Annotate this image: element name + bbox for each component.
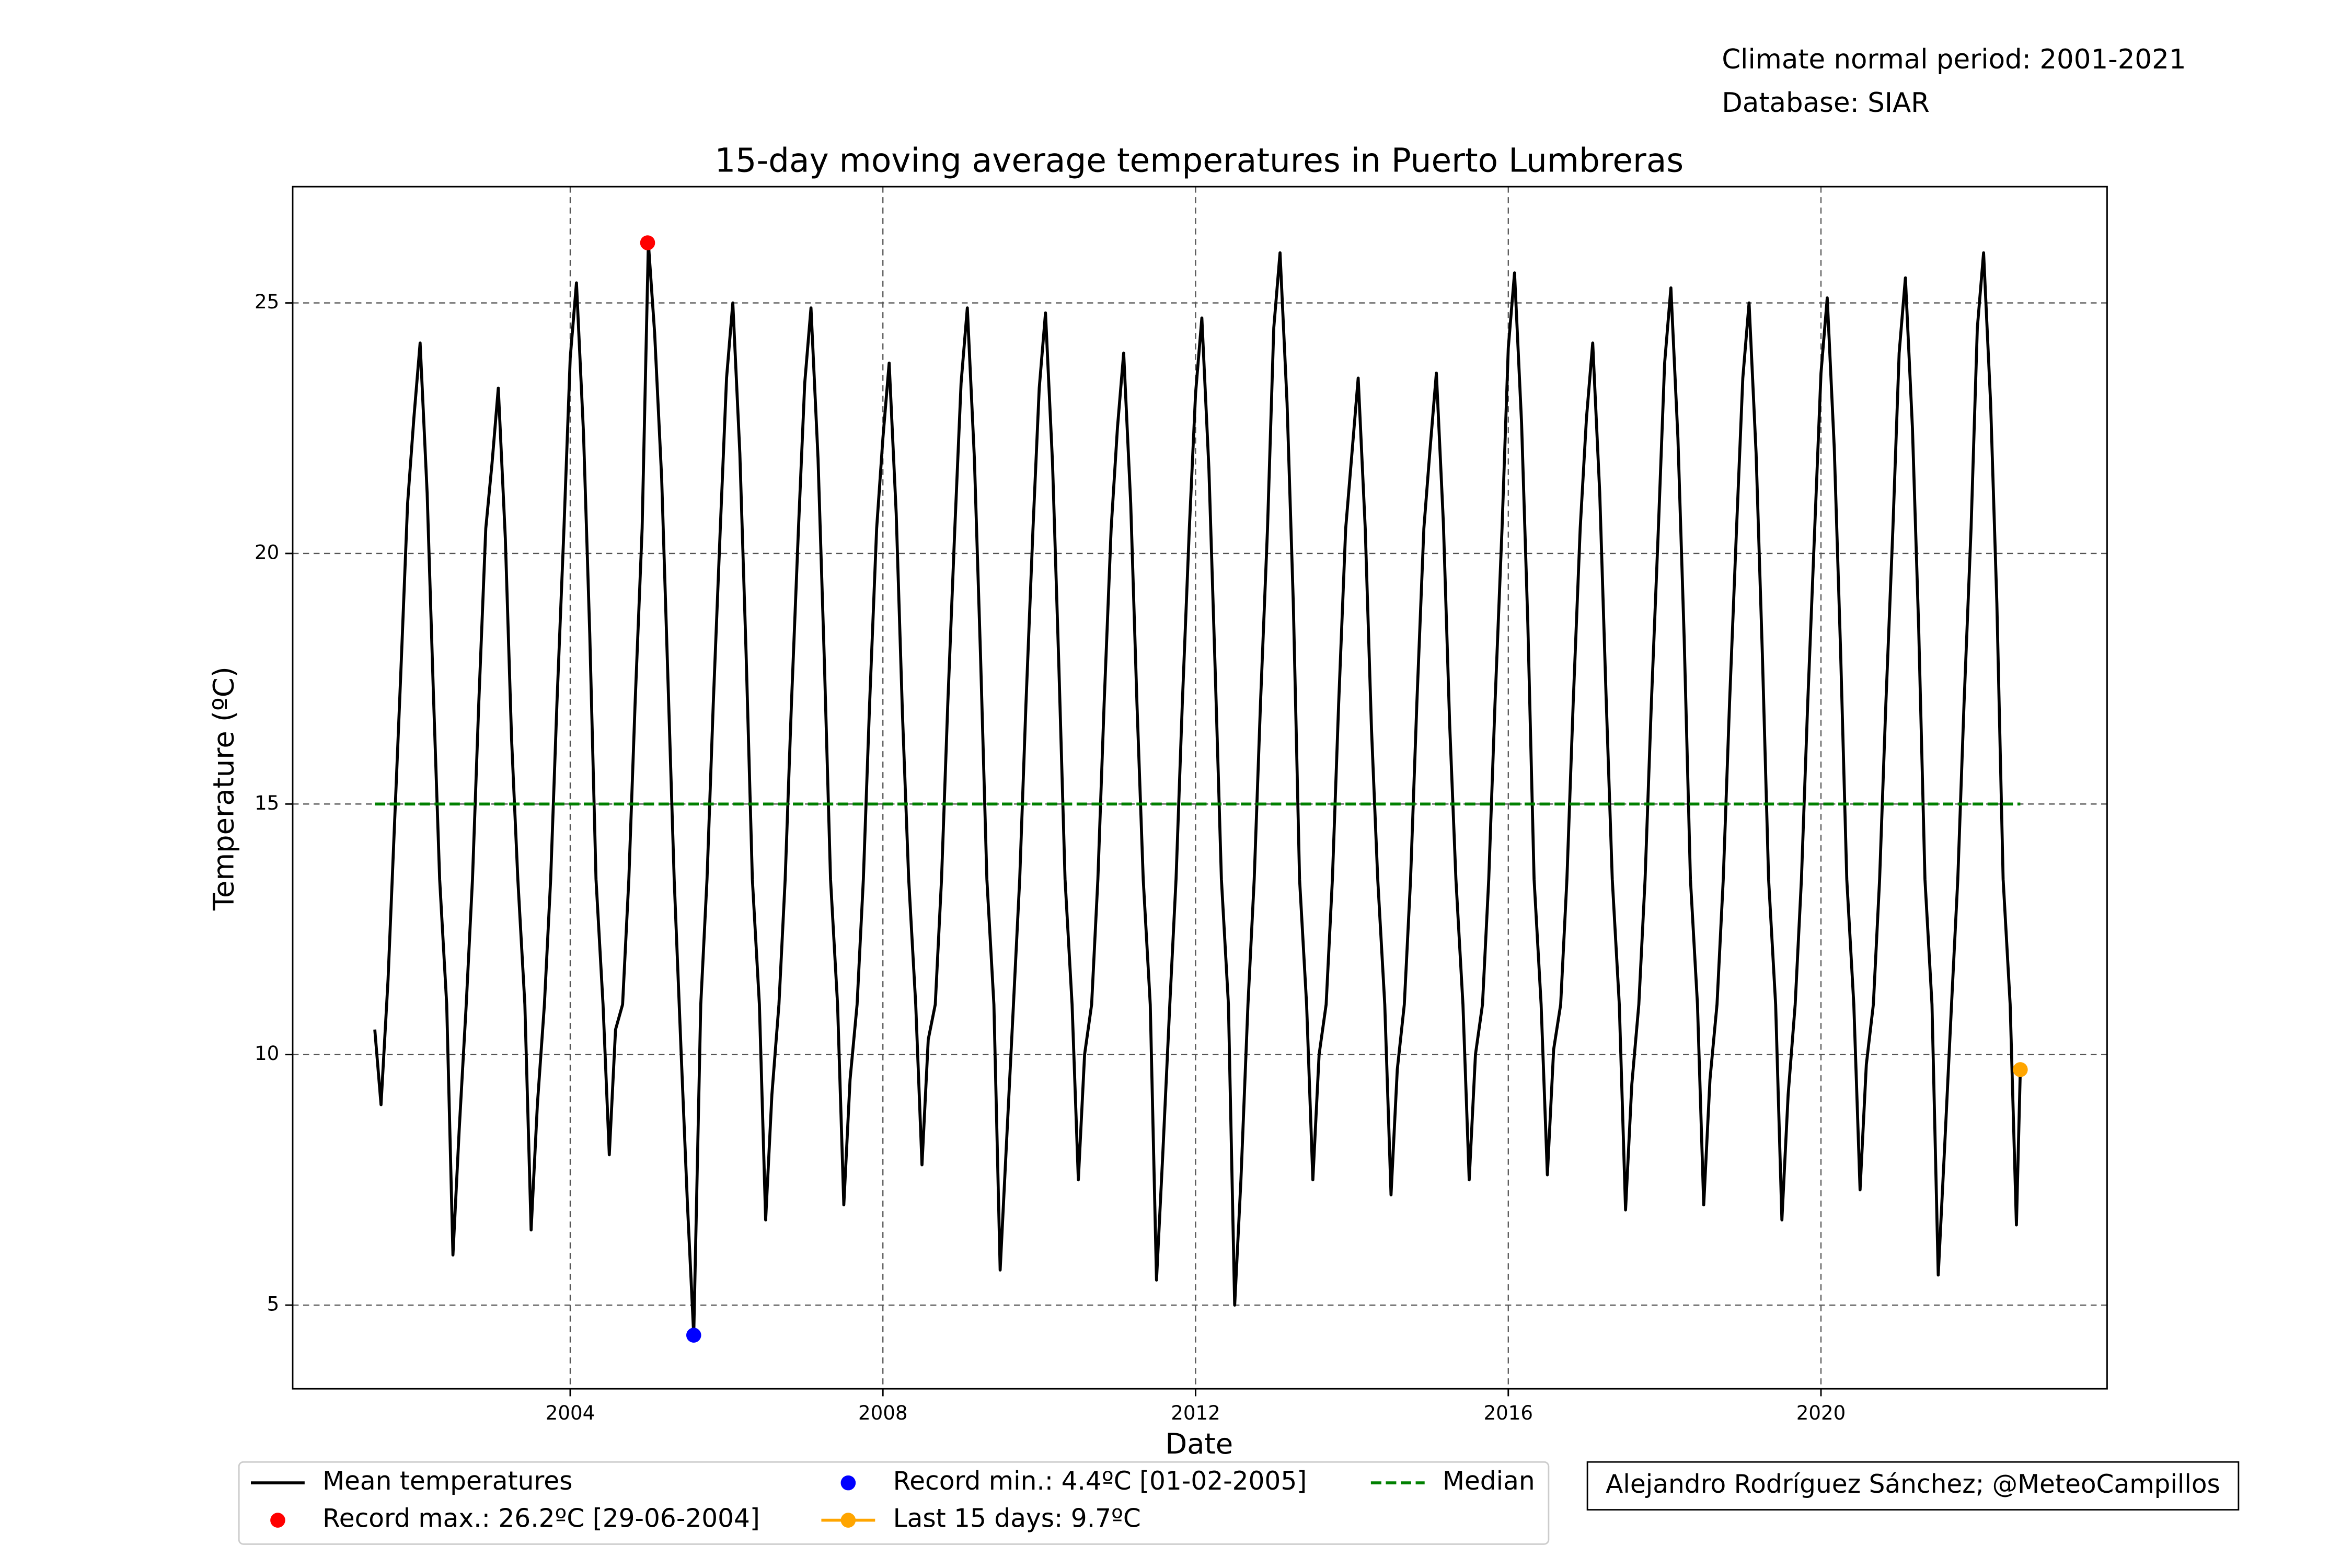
legend: [238, 1461, 1550, 1545]
y-tick-label: 20: [255, 541, 279, 563]
x-tick-label: 2008: [858, 1402, 907, 1424]
legend-label: Record max.: 26.2ºC [29-06-2004]: [322, 1504, 760, 1534]
annotation: Climate normal period: 2001-2021: [1722, 44, 2186, 75]
legend-swatch: [270, 1513, 285, 1528]
legend-label: Median: [1443, 1467, 1535, 1496]
x-axis-label: Date: [1165, 1427, 1233, 1460]
annotation: Database: SIAR: [1722, 87, 1930, 119]
record-marker: [686, 1328, 701, 1343]
y-axis-label: Temperature (ºC): [207, 666, 240, 911]
y-tick-label: 15: [255, 792, 279, 814]
record-marker: [640, 235, 655, 250]
credit: Alejandro Rodríguez Sánchez; @MeteoCampi…: [1606, 1470, 2220, 1499]
x-tick-label: 2004: [546, 1402, 595, 1424]
chart-title: 15-day moving average temperatures in Pu…: [714, 142, 1684, 180]
legend-swatch: [840, 1475, 856, 1491]
plot-frame: [292, 186, 2108, 1390]
legend-swatch: [840, 1513, 856, 1528]
legend-label: Record min.: 4.4ºC [01-02-2005]: [893, 1467, 1307, 1496]
credit-box: [1586, 1461, 2240, 1511]
y-tick-label: 25: [255, 291, 279, 313]
y-tick-label: 10: [255, 1042, 279, 1065]
legend-label: Last 15 days: 9.7ºC: [893, 1504, 1141, 1534]
legend-label: Mean temperatures: [322, 1467, 572, 1496]
x-tick-label: 2012: [1171, 1402, 1220, 1424]
record-marker: [2013, 1062, 2028, 1077]
y-tick-label: 5: [267, 1293, 280, 1316]
series-line: [373, 241, 2022, 1337]
x-tick-label: 2020: [1796, 1402, 1846, 1424]
x-tick-label: 2016: [1484, 1402, 1533, 1424]
